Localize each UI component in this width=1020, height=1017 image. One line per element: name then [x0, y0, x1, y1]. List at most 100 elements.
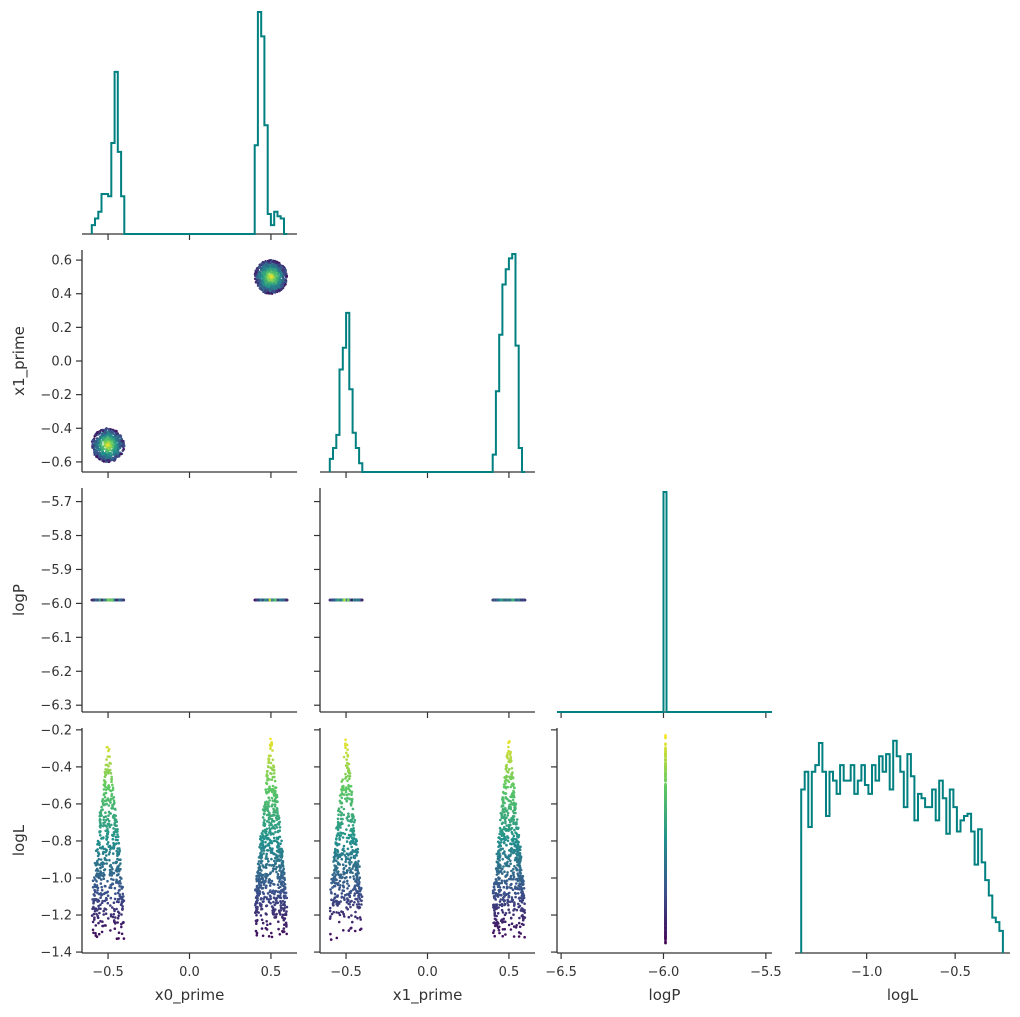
scatter-point	[107, 894, 110, 897]
scatter-point	[115, 861, 118, 864]
scatter-point	[262, 830, 265, 833]
scatter-point	[101, 433, 104, 436]
scatter-point	[272, 776, 275, 779]
scatter-point	[264, 268, 267, 271]
scatter-point	[271, 803, 274, 806]
scatter-point	[279, 275, 282, 278]
scatter-point	[259, 855, 262, 858]
scatter-point	[104, 441, 107, 444]
scatter-point	[118, 599, 121, 602]
scatter-point	[105, 438, 108, 441]
scatter-point	[344, 860, 347, 863]
scatter-point	[122, 921, 125, 924]
scatter-point	[99, 866, 102, 869]
scatter-point	[108, 811, 111, 814]
y-tick-label: 0.6	[51, 254, 72, 269]
scatter-point	[110, 824, 113, 827]
scatter-point	[269, 884, 272, 887]
scatter-point	[108, 859, 111, 862]
y-tick-label: −1.0	[40, 872, 72, 887]
scatter-point	[279, 900, 282, 903]
scatter-point	[274, 786, 277, 789]
scatter-point	[104, 858, 107, 861]
scatter-point	[116, 438, 119, 441]
scatter-point	[277, 883, 280, 886]
y-tick-label: −6.1	[40, 631, 72, 646]
scatter-point	[268, 278, 271, 281]
scatter-point	[99, 834, 102, 837]
scatter-point	[271, 909, 274, 912]
scatter-point	[120, 926, 123, 929]
scatter-point	[274, 857, 277, 860]
scatter-point	[114, 819, 117, 822]
scatter-point	[273, 793, 276, 796]
scatter-point	[346, 780, 349, 783]
scatter-point	[282, 269, 285, 272]
scatter-point	[103, 460, 106, 463]
scatter-point	[261, 908, 264, 911]
scatter-point	[95, 850, 98, 853]
scatter-point	[254, 271, 257, 274]
scatter-point	[270, 932, 273, 935]
scatter-point	[272, 599, 275, 602]
scatter-point	[272, 759, 275, 762]
scatter-point	[279, 821, 282, 824]
scatter-point	[122, 895, 125, 898]
scatter-point	[255, 914, 258, 917]
scatter-point	[506, 599, 509, 602]
scatter-point	[115, 445, 118, 448]
scatter-point	[272, 785, 275, 788]
scatter-point	[109, 904, 112, 907]
scatter-point	[275, 899, 278, 902]
scatter-point	[257, 889, 260, 892]
scatter-point	[261, 919, 264, 922]
scatter-point	[102, 836, 105, 839]
scatter-point	[119, 897, 122, 900]
scatter-point	[266, 828, 269, 831]
scatter-point	[112, 862, 115, 865]
scatter-point	[123, 937, 126, 940]
scatter-point	[274, 863, 277, 866]
y-tick-label: 0.0	[51, 355, 72, 370]
scatter-point	[119, 876, 122, 879]
scatter-point	[110, 790, 113, 793]
scatter-point	[99, 896, 102, 899]
scatter-point	[271, 285, 274, 288]
scatter-point	[278, 887, 281, 890]
scatter-point	[262, 935, 265, 938]
scatter-point	[262, 900, 265, 903]
scatter-point	[120, 923, 123, 926]
scatter-point	[276, 807, 279, 810]
scatter-point	[110, 776, 113, 779]
scatter-point	[108, 428, 111, 431]
scatter-point	[332, 599, 335, 602]
scatter-point	[113, 901, 116, 904]
scatter-point	[106, 444, 109, 447]
scatter-point	[262, 874, 265, 877]
scatter-point	[105, 854, 108, 857]
scatter-point	[98, 437, 101, 440]
scatter-point	[94, 910, 97, 913]
scatter-point	[98, 844, 101, 847]
scatter-point	[277, 814, 280, 817]
scatter-point	[114, 892, 117, 895]
scatter-point	[277, 920, 280, 923]
scatter-point	[279, 867, 282, 870]
scatter-point	[116, 874, 119, 877]
scatter-point	[115, 836, 118, 839]
scatter-point	[105, 838, 108, 841]
scatter-point	[95, 443, 98, 446]
scatter-point	[112, 816, 115, 819]
scatter-point	[116, 937, 119, 940]
scatter-point	[104, 824, 107, 827]
scatter-point	[262, 852, 265, 855]
scatter-point	[282, 881, 285, 884]
scatter-point	[113, 919, 116, 922]
scatter-point	[279, 836, 282, 839]
scatter-point	[262, 897, 265, 900]
scatter-point	[254, 904, 257, 907]
scatter-point	[98, 872, 101, 875]
scatter-point	[279, 909, 282, 912]
scatter-point	[283, 927, 286, 930]
scatter-point	[114, 887, 117, 890]
